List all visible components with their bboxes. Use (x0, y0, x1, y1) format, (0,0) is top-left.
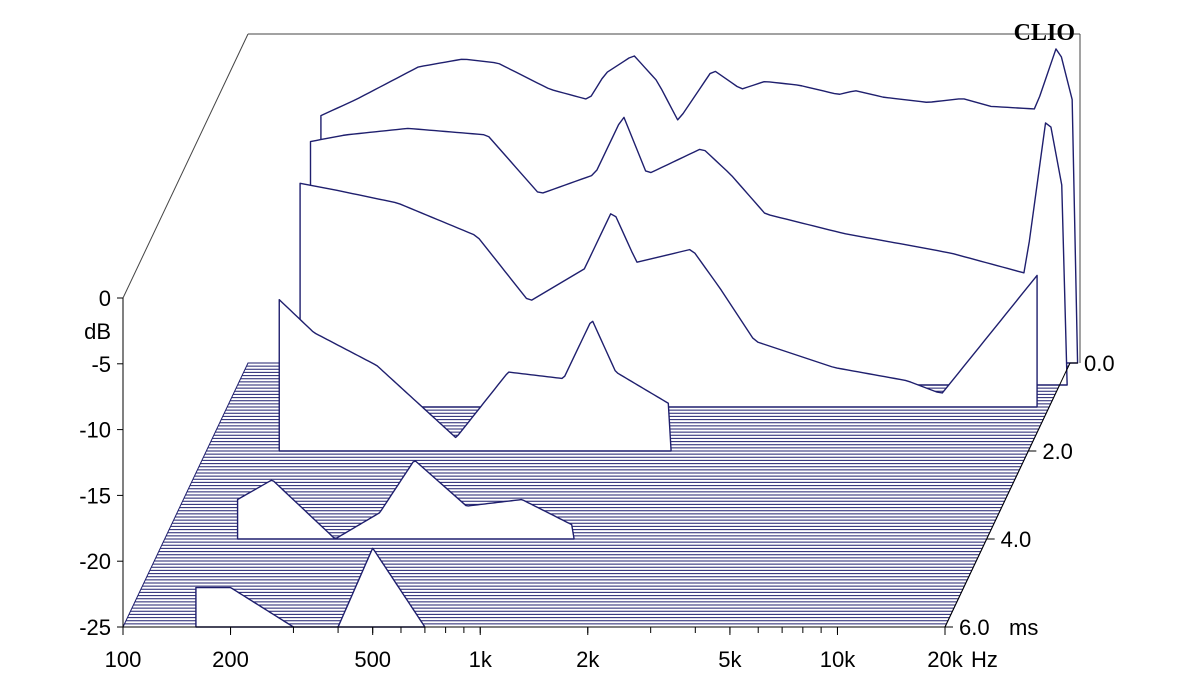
wall-top-edge (122, 33, 249, 299)
freq-unit-label: Hz (971, 647, 998, 672)
time-unit-label: ms (1009, 615, 1038, 640)
slice-trace-3 (278, 298, 672, 452)
db-tick-label: -25 (79, 615, 111, 640)
db-tick-label: -10 (79, 418, 111, 443)
freq-tick-label: 200 (212, 647, 249, 672)
freq-tick-label: 10k (820, 647, 856, 672)
freq-tick-label: 500 (354, 647, 391, 672)
slice-trace-4 (236, 460, 575, 540)
db-tick-label: -5 (91, 352, 111, 377)
db-tick-label: -20 (79, 549, 111, 574)
slice-traces (195, 48, 1079, 628)
db-tick-label: -15 (79, 483, 111, 508)
time-tick-label: 2.0 (1042, 439, 1073, 464)
freq-tick-label: 5k (718, 647, 742, 672)
back-wall-outline (122, 33, 1081, 363)
db-unit-label: dB (84, 319, 111, 344)
db-tick-label: 0 (99, 286, 111, 311)
brand-logo-text: CLIO (1014, 20, 1075, 46)
time-tick-label: 0.0 (1084, 351, 1115, 376)
axes: 0 -5 -10 -15 -20 -25 dB 100 200 500 1k 2k 5k 10k 20k Hz… (79, 286, 1114, 672)
time-tick-label: 6.0 (959, 615, 990, 640)
time-tick-label: 4.0 (1001, 527, 1032, 552)
time-axis-line (944, 362, 1071, 628)
slice-trace-2 (299, 182, 1038, 408)
freq-tick-label: 2k (576, 647, 600, 672)
freq-tick-label: 100 (105, 647, 142, 672)
freq-tick-label: 20k (927, 647, 963, 672)
freq-tick-label: 1k (469, 647, 493, 672)
